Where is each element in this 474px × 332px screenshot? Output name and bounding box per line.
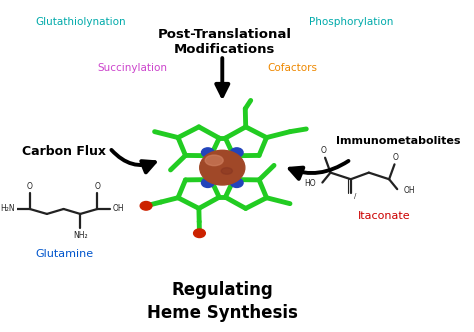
Text: O: O (321, 146, 327, 155)
Text: NH₂: NH₂ (73, 231, 88, 240)
Text: OH: OH (112, 204, 124, 213)
Text: H₂N: H₂N (0, 204, 15, 213)
Text: OH: OH (403, 186, 415, 195)
Ellipse shape (221, 168, 232, 174)
Text: O: O (27, 182, 33, 191)
Ellipse shape (200, 150, 245, 185)
Circle shape (201, 178, 214, 188)
Ellipse shape (205, 155, 223, 166)
Text: Glutathiolynation: Glutathiolynation (35, 17, 126, 27)
Text: Carbon Flux: Carbon Flux (22, 145, 107, 158)
Circle shape (140, 202, 152, 210)
Text: HO: HO (304, 179, 316, 188)
Text: Itaconate: Itaconate (358, 210, 411, 220)
Text: Succinylation: Succinylation (97, 63, 167, 73)
Circle shape (193, 229, 205, 237)
Text: Immunometabolites: Immunometabolites (336, 136, 460, 146)
Text: Regulating
Heme Synthesis: Regulating Heme Synthesis (147, 282, 298, 322)
Circle shape (230, 148, 243, 157)
Circle shape (201, 148, 214, 157)
Text: /: / (355, 193, 357, 199)
Text: O: O (393, 153, 399, 162)
Text: Post-Translational
Modifications: Post-Translational Modifications (157, 28, 292, 56)
Text: Glutamine: Glutamine (36, 249, 93, 259)
Text: Cofactors: Cofactors (267, 63, 317, 73)
Text: Phosphorylation: Phosphorylation (309, 17, 393, 27)
Circle shape (230, 178, 243, 188)
Text: O: O (94, 182, 100, 191)
